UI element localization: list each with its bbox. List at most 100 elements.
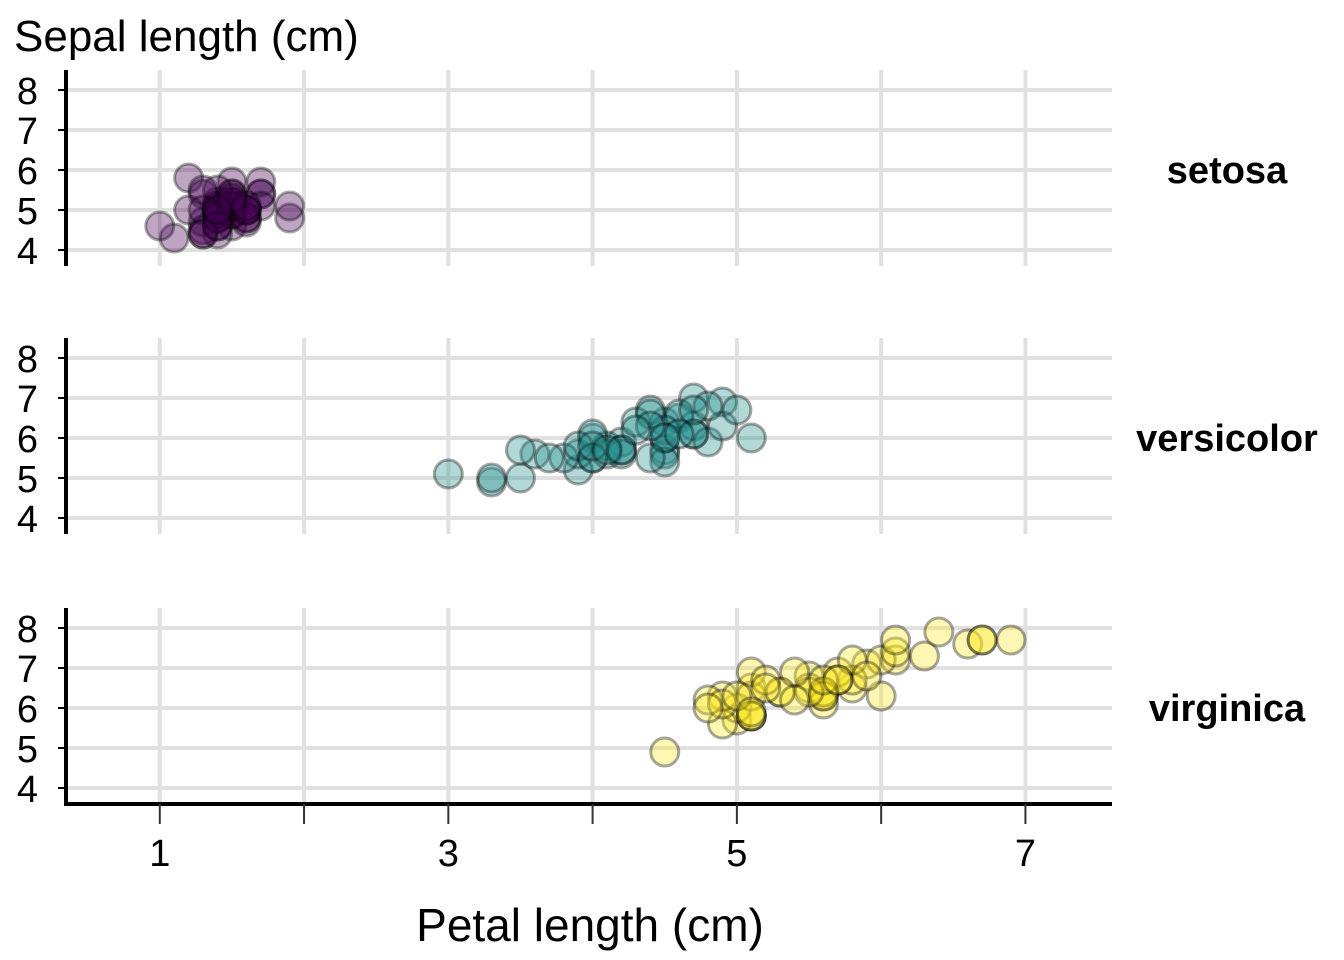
data-point bbox=[721, 394, 753, 426]
data-point bbox=[605, 426, 637, 458]
data-point bbox=[230, 206, 262, 238]
y-tick-label: 6 bbox=[17, 419, 38, 461]
data-point bbox=[187, 178, 219, 210]
data-point bbox=[216, 186, 248, 218]
data-point bbox=[577, 430, 609, 462]
data-point bbox=[865, 644, 897, 676]
data-point bbox=[735, 700, 767, 732]
data-point bbox=[649, 422, 681, 454]
data-point bbox=[649, 414, 681, 446]
data-point bbox=[201, 174, 233, 206]
data-point bbox=[216, 182, 248, 214]
data-point bbox=[735, 700, 767, 732]
y-tick-label: 4 bbox=[17, 769, 38, 811]
x-tick-label: 5 bbox=[726, 833, 747, 875]
data-point bbox=[591, 434, 623, 466]
data-point bbox=[577, 442, 609, 474]
data-point bbox=[779, 684, 811, 716]
data-point bbox=[721, 680, 753, 712]
data-point bbox=[605, 434, 637, 466]
data-point bbox=[995, 624, 1027, 656]
data-point bbox=[836, 672, 868, 704]
data-point bbox=[807, 680, 839, 712]
data-point bbox=[158, 222, 190, 254]
data-point bbox=[201, 186, 233, 218]
x-tick-label: 1 bbox=[149, 833, 170, 875]
y-tick-label: 7 bbox=[17, 649, 38, 691]
y-tick-label: 4 bbox=[17, 231, 38, 273]
data-point bbox=[230, 194, 262, 226]
data-point bbox=[216, 166, 248, 198]
data-point bbox=[187, 214, 219, 246]
data-point bbox=[706, 410, 738, 442]
data-point bbox=[201, 202, 233, 234]
data-point bbox=[216, 210, 248, 242]
data-point bbox=[779, 656, 811, 688]
y-tick-label: 4 bbox=[17, 499, 38, 541]
data-point bbox=[187, 218, 219, 250]
data-point bbox=[678, 418, 710, 450]
data-point bbox=[692, 684, 724, 716]
data-point bbox=[807, 676, 839, 708]
data-point bbox=[750, 672, 782, 704]
y-tick-label: 7 bbox=[17, 111, 38, 153]
data-point bbox=[577, 418, 609, 450]
data-point bbox=[706, 386, 738, 418]
data-point bbox=[216, 190, 248, 222]
data-point bbox=[187, 194, 219, 226]
data-point bbox=[216, 178, 248, 210]
data-point bbox=[230, 202, 262, 234]
data-point bbox=[822, 656, 854, 688]
y-tick-label: 8 bbox=[17, 71, 38, 113]
data-point bbox=[721, 692, 753, 724]
y-tick-label: 5 bbox=[17, 459, 38, 501]
data-point bbox=[663, 398, 695, 430]
data-point bbox=[764, 676, 796, 708]
data-point bbox=[187, 206, 219, 238]
data-point bbox=[908, 640, 940, 672]
data-point bbox=[663, 418, 695, 450]
data-point bbox=[836, 644, 868, 676]
data-point bbox=[201, 202, 233, 234]
data-point bbox=[201, 194, 233, 226]
data-point bbox=[201, 210, 233, 242]
data-point bbox=[807, 688, 839, 720]
data-point bbox=[620, 414, 652, 446]
data-point bbox=[216, 186, 248, 218]
data-point bbox=[201, 198, 233, 230]
x-tick-label: 7 bbox=[1015, 833, 1036, 875]
data-point bbox=[822, 664, 854, 696]
y-tick-label: 8 bbox=[17, 339, 38, 381]
data-point bbox=[504, 434, 536, 466]
data-point bbox=[721, 704, 753, 736]
data-point bbox=[851, 648, 883, 680]
y-axis-title: Sepal length (cm) bbox=[14, 12, 359, 61]
data-point bbox=[216, 178, 248, 210]
data-point bbox=[649, 446, 681, 478]
data-point bbox=[836, 664, 868, 696]
data-point bbox=[201, 210, 233, 242]
data-point bbox=[678, 382, 710, 414]
data-point bbox=[793, 676, 825, 708]
data-point bbox=[173, 194, 205, 226]
data-point bbox=[245, 178, 277, 210]
data-point bbox=[735, 422, 767, 454]
data-point bbox=[649, 422, 681, 454]
data-point bbox=[201, 190, 233, 222]
facet-label-setosa: setosa bbox=[1166, 150, 1288, 192]
data-point bbox=[230, 194, 262, 226]
data-point bbox=[692, 426, 724, 458]
data-point bbox=[605, 438, 637, 470]
data-point bbox=[216, 190, 248, 222]
data-point bbox=[692, 692, 724, 724]
data-point bbox=[663, 402, 695, 434]
data-point bbox=[793, 660, 825, 692]
data-point bbox=[735, 672, 767, 704]
data-point bbox=[577, 422, 609, 454]
data-point bbox=[865, 680, 897, 712]
data-point bbox=[735, 700, 767, 732]
data-point bbox=[230, 194, 262, 226]
y-tick-label: 6 bbox=[17, 689, 38, 731]
